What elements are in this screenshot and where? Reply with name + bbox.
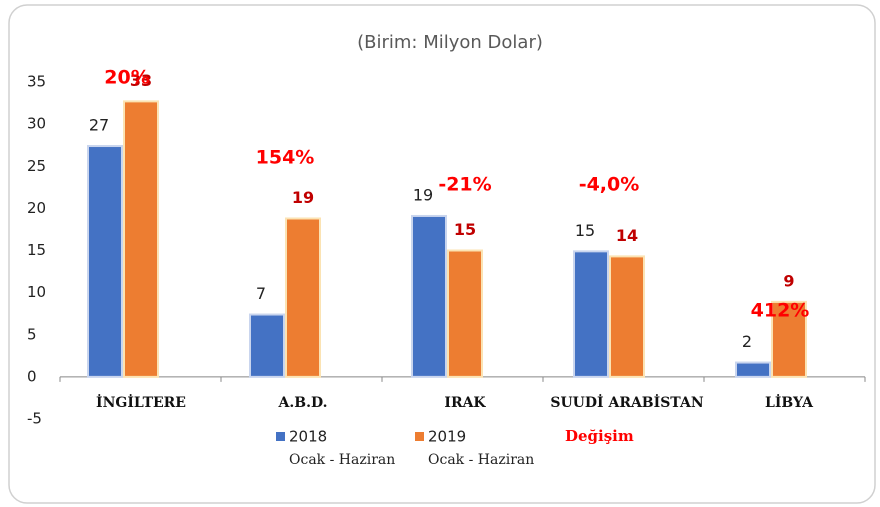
legend-swatch bbox=[415, 432, 424, 441]
legend-swatch bbox=[276, 432, 285, 441]
y-tick-label: 5 bbox=[27, 325, 37, 343]
value-label: 15 bbox=[454, 220, 476, 239]
legend-period: Ocak - Haziran bbox=[289, 452, 395, 468]
bar bbox=[123, 100, 159, 378]
y-tick-label: 35 bbox=[27, 73, 46, 91]
bar bbox=[411, 214, 447, 378]
legend-label: 2018 bbox=[289, 428, 327, 446]
value-label: 19 bbox=[292, 188, 314, 207]
y-tick-label: 0 bbox=[27, 367, 37, 385]
bar bbox=[771, 300, 807, 378]
bar bbox=[609, 255, 645, 378]
change-label: 20% bbox=[104, 67, 149, 89]
bar bbox=[87, 145, 123, 378]
chart-title: (Birim: Milyon Dolar) bbox=[357, 32, 543, 53]
legend-label: Değişim bbox=[565, 427, 634, 445]
y-tick-label: 10 bbox=[27, 283, 46, 301]
change-label: -4,0% bbox=[579, 174, 640, 196]
y-tick-label: 30 bbox=[27, 115, 46, 133]
legend-period: Ocak - Haziran bbox=[428, 452, 534, 468]
value-label: 2 bbox=[742, 332, 752, 351]
bar bbox=[447, 249, 483, 378]
value-label: 27 bbox=[89, 116, 109, 135]
bar bbox=[285, 217, 321, 378]
value-label: 9 bbox=[783, 271, 794, 290]
y-tick-label: 25 bbox=[27, 157, 46, 175]
x-tick-label: IRAK bbox=[444, 395, 486, 411]
value-label: 15 bbox=[575, 221, 595, 240]
x-tick-label: A.B.D. bbox=[278, 395, 328, 411]
x-tick-label: SUUDİ ARABİSTAN bbox=[550, 392, 703, 411]
value-label: 33 bbox=[130, 71, 152, 90]
change-label: 412% bbox=[751, 300, 810, 322]
bar bbox=[573, 250, 609, 378]
y-tick-label: -5 bbox=[27, 410, 42, 428]
value-label: 7 bbox=[256, 284, 266, 303]
x-tick-label: LİBYA bbox=[765, 392, 814, 411]
value-label: 19 bbox=[413, 185, 433, 204]
change-label: -21% bbox=[438, 174, 491, 196]
bar bbox=[735, 361, 771, 378]
legend-label: 2019 bbox=[428, 428, 466, 446]
bar bbox=[249, 313, 285, 378]
y-tick-label: 20 bbox=[27, 199, 46, 217]
change-label: 154% bbox=[256, 147, 315, 169]
y-tick-label: 15 bbox=[27, 241, 46, 259]
value-label: 14 bbox=[616, 226, 638, 245]
x-tick-label: İNGİLTERE bbox=[96, 392, 186, 411]
